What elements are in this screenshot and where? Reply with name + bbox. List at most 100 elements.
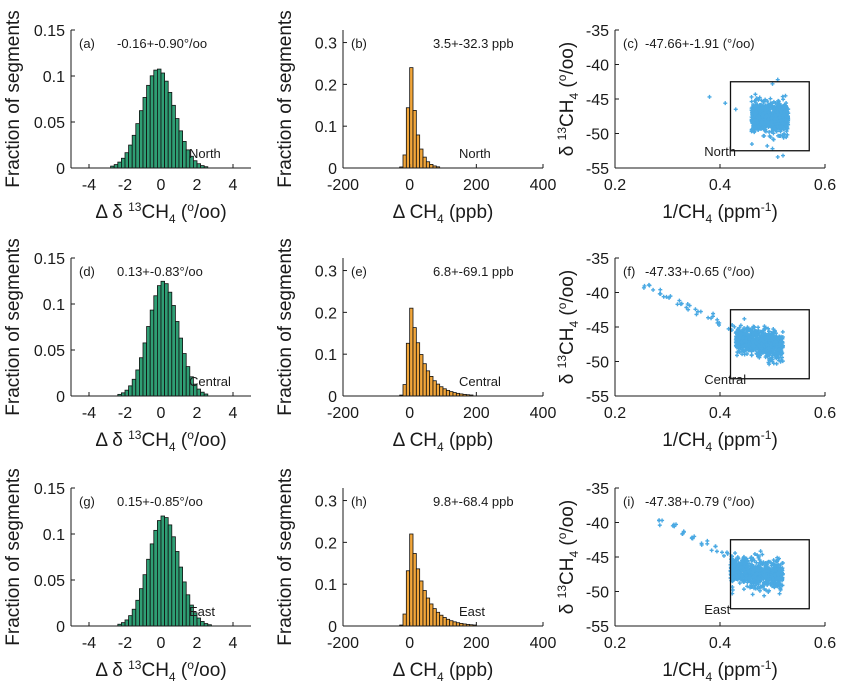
scatter-point — [768, 96, 773, 101]
scatter-point — [748, 585, 753, 590]
scatter-point — [743, 561, 748, 566]
histogram-bar — [196, 388, 201, 397]
scatter-point — [781, 127, 786, 132]
histogram-bar — [415, 134, 421, 169]
scatter-point — [770, 359, 775, 364]
x-tick-label: -4 — [82, 405, 96, 422]
x-tick-label: 0.4 — [709, 177, 731, 194]
y-tick-label: 0.1 — [315, 119, 337, 136]
scatter-point — [753, 111, 758, 116]
scatter-point — [771, 577, 776, 582]
scatter-point — [781, 153, 785, 158]
scatter-point — [756, 586, 761, 591]
scatter-point — [763, 97, 768, 102]
histogram-bar — [402, 384, 407, 397]
scatter-point — [764, 119, 769, 124]
scatter-point — [734, 336, 739, 341]
scatter-point — [783, 93, 788, 98]
scatter-point — [752, 118, 757, 123]
y-tick-label: -40 — [586, 58, 609, 75]
panel-label: (b) — [351, 36, 367, 51]
scatter-point — [775, 580, 780, 585]
x-tick-label: 0 — [157, 405, 166, 422]
scatter-point — [785, 126, 790, 131]
x-tick-label: 0 — [157, 635, 166, 652]
histogram-bar — [128, 615, 133, 627]
histogram-bar — [452, 621, 457, 627]
scatter-point — [774, 342, 779, 347]
scatter-point — [738, 323, 743, 328]
scatter-point — [756, 104, 761, 109]
scatter-point — [755, 337, 760, 342]
x-axis-label: Δ δ 13CH4 (o/oo) — [95, 658, 226, 684]
x-tick-label: 0 — [157, 177, 166, 194]
x-tick-label: 0.6 — [814, 635, 836, 652]
x-tick-label: 200 — [463, 177, 490, 194]
histogram-bar — [135, 599, 140, 627]
scatter-point — [760, 583, 765, 588]
scatter-point — [761, 100, 766, 105]
scatter-point — [758, 351, 763, 356]
scatter-point — [761, 580, 766, 585]
y-axis-label-group: δ 13CH4 (o/oo) — [555, 42, 581, 156]
scatter-point — [780, 343, 785, 348]
scatter-point — [668, 294, 673, 299]
histogram-bar — [160, 72, 165, 169]
histogram-bar — [425, 161, 431, 169]
scatter-point — [761, 339, 766, 344]
x-tick-label: 2 — [193, 177, 202, 194]
scatter-point — [709, 316, 714, 321]
scatter-point — [732, 563, 737, 568]
scatter-point — [752, 98, 757, 103]
scatter-point — [741, 579, 746, 584]
scatter-point — [734, 340, 739, 345]
y-axis-label-group: δ 13CH4 (o/oo) — [555, 500, 581, 614]
histogram-bar — [405, 570, 411, 627]
scatter-point — [761, 133, 766, 138]
panel-label: (i) — [623, 494, 635, 509]
scatter-point — [745, 580, 750, 585]
scatter-point — [773, 335, 778, 340]
histogram-bar — [174, 551, 180, 627]
region-label: East — [459, 604, 485, 619]
scatter-point — [770, 81, 775, 86]
x-tick-label: 4 — [229, 635, 238, 652]
histogram-bar — [131, 378, 137, 397]
scatter-point — [713, 544, 718, 549]
scatter-point — [684, 305, 689, 310]
y-tick-label: 0 — [328, 619, 337, 636]
y-axis-label: Fraction of segments — [3, 238, 24, 415]
histogram-bar — [439, 614, 444, 627]
scatter-point — [742, 316, 747, 321]
scatter-point — [759, 346, 764, 351]
y-tick-label: 0.3 — [315, 36, 337, 53]
x-tick-label: -2 — [118, 177, 132, 194]
scatter-point — [749, 142, 754, 147]
scatter-point — [760, 328, 765, 333]
histogram-bar — [200, 391, 205, 397]
scatter-point — [736, 560, 741, 565]
scatter-point — [751, 586, 756, 591]
histogram-bar — [156, 285, 162, 397]
scatter-point — [765, 99, 770, 104]
scatter-point — [744, 573, 749, 578]
x-tick-label: -200 — [327, 177, 359, 194]
stat-annotation: -47.33+-0.65 (°/oo) — [645, 264, 755, 279]
scatter-point — [768, 135, 773, 140]
scatter-point — [740, 574, 745, 579]
scatter-point — [751, 124, 756, 129]
scatter-point — [771, 347, 776, 352]
y-tick-label: 0.3 — [315, 264, 337, 281]
scatter-point — [772, 104, 777, 109]
scatter-point — [733, 107, 738, 112]
scatter-point — [757, 344, 762, 349]
scatter-point — [685, 302, 690, 307]
scatter-point — [745, 564, 750, 569]
histogram-bar — [160, 280, 165, 397]
x-tick-label: -200 — [327, 635, 359, 652]
y-axis-label-group: δ 13CH4 (o/oo) — [555, 270, 581, 384]
histogram-bar — [402, 154, 407, 169]
